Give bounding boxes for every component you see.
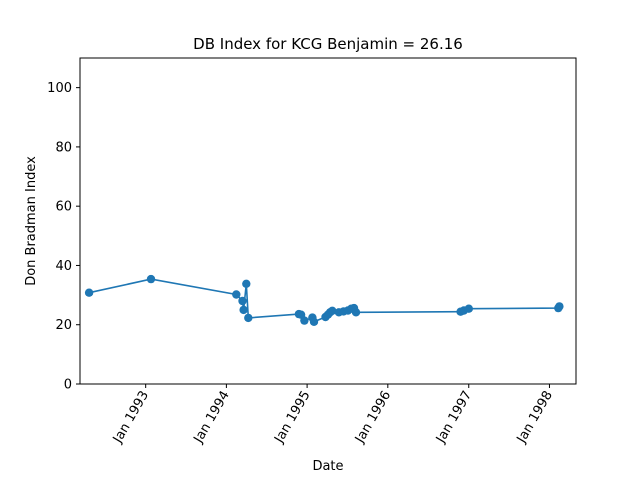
data-point xyxy=(232,290,241,299)
plot-frame xyxy=(79,57,577,385)
data-point xyxy=(351,308,361,317)
data-point xyxy=(84,288,94,297)
data-point xyxy=(244,313,253,323)
chart-title: DB Index for KCG Benjamin = 26.16 xyxy=(193,35,463,53)
y-tick-label: 40 xyxy=(55,259,72,274)
y-tick-label: 20 xyxy=(55,318,72,333)
data-point xyxy=(309,317,319,326)
data-point xyxy=(328,306,337,315)
data-point xyxy=(300,316,309,325)
data-point xyxy=(146,274,156,284)
y-axis: 0 20 40 60 80 100 xyxy=(47,81,80,393)
x-tick-label: Jan 1998 xyxy=(514,389,556,447)
data-point xyxy=(238,296,247,306)
data-point xyxy=(239,305,248,315)
x-axis-label: Date xyxy=(312,459,343,474)
x-tick-label: Jan 1995 xyxy=(271,389,313,447)
plot-area xyxy=(84,274,564,326)
x-tick-label: Jan 1993 xyxy=(110,389,152,447)
y-tick-label: 80 xyxy=(55,140,72,155)
x-tick-label: Jan 1996 xyxy=(352,389,394,447)
x-axis: Jan 1993 Jan 1994 Jan 1995 Jan 1996 Jan 1997… xyxy=(110,384,556,446)
x-tick-label: Jan 1997 xyxy=(433,389,475,447)
data-point xyxy=(555,302,564,311)
y-tick-label: 60 xyxy=(55,200,72,215)
y-axis-label: Don Bradman Index xyxy=(24,156,39,286)
y-tick-label: 100 xyxy=(47,81,72,96)
data-point xyxy=(242,279,251,288)
x-tick-label: Jan 1994 xyxy=(191,389,233,447)
y-tick-label: 0 xyxy=(64,378,72,393)
data-point xyxy=(464,304,473,313)
